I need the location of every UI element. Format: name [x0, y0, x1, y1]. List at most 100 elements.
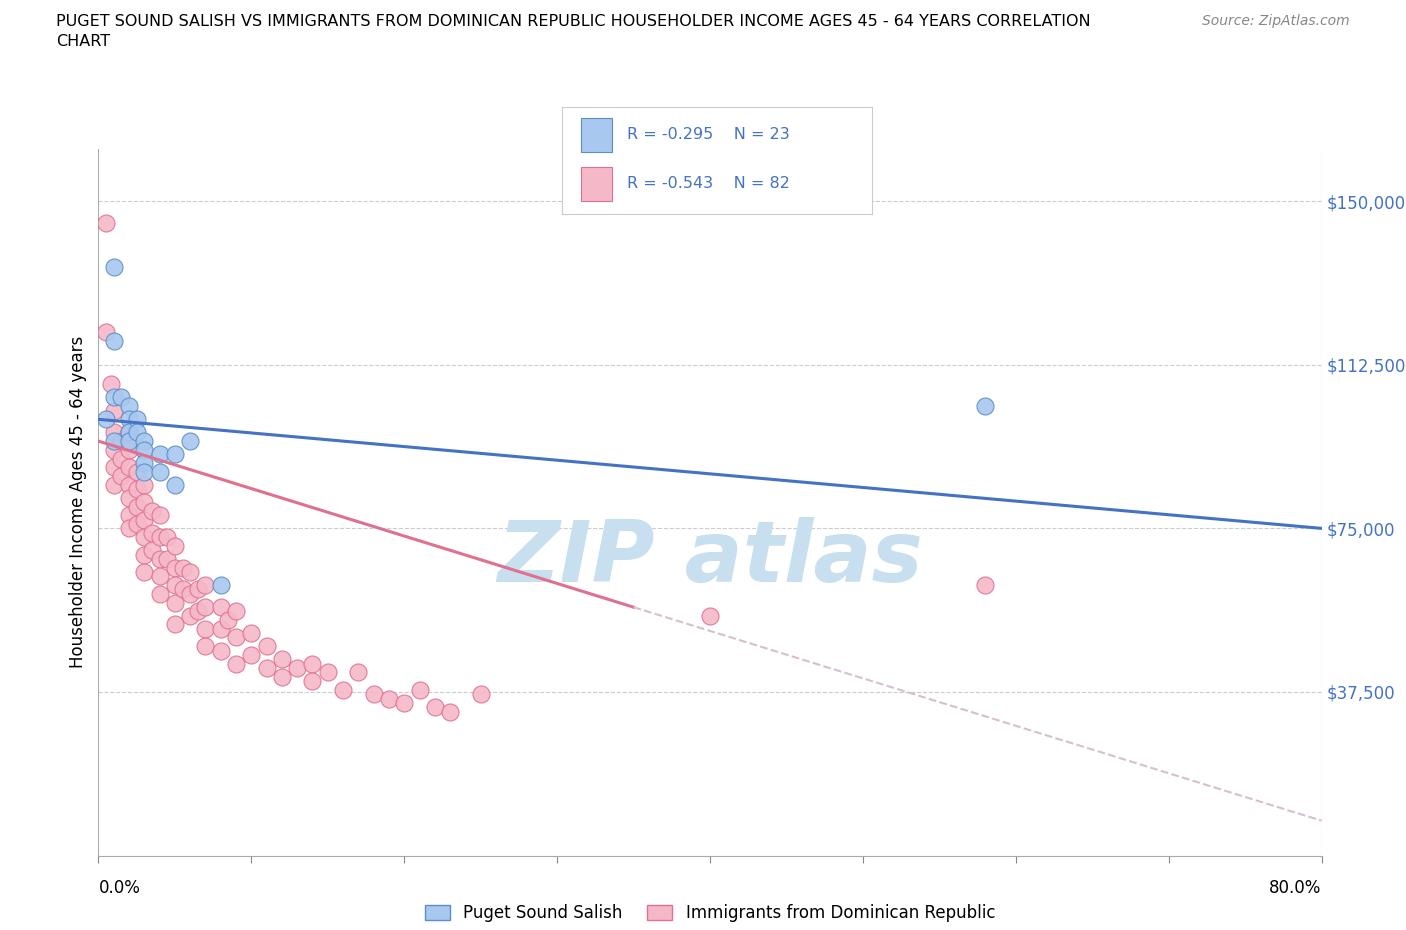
Point — [103, 403, 125, 418]
Point — [134, 495, 156, 510]
Point — [125, 516, 148, 531]
Point — [217, 613, 239, 628]
Point — [103, 390, 125, 405]
Point — [225, 630, 247, 644]
Point — [118, 425, 141, 440]
Point — [125, 425, 148, 440]
Point — [332, 683, 354, 698]
Point — [172, 560, 194, 575]
Point — [225, 604, 247, 618]
Point — [163, 446, 186, 461]
Text: R = -0.295    N = 23: R = -0.295 N = 23 — [627, 127, 790, 142]
Point — [103, 443, 125, 458]
Point — [240, 626, 263, 641]
Point — [134, 565, 156, 579]
Point — [118, 490, 141, 505]
Point — [149, 587, 172, 602]
Point — [194, 639, 217, 654]
Point — [163, 538, 186, 553]
Text: Source: ZipAtlas.com: Source: ZipAtlas.com — [1202, 14, 1350, 28]
Point — [179, 565, 201, 579]
Point — [103, 259, 125, 274]
Point — [149, 464, 172, 479]
Point — [110, 433, 132, 448]
Point — [240, 647, 263, 662]
Point — [974, 578, 997, 592]
Point — [285, 660, 308, 675]
Point — [141, 543, 163, 558]
Point — [209, 621, 232, 636]
Point — [134, 433, 156, 448]
Point — [118, 508, 141, 523]
Point — [194, 578, 217, 592]
Point — [179, 433, 201, 448]
Point — [194, 600, 217, 615]
Text: 0.0%: 0.0% — [98, 879, 141, 897]
Point — [103, 477, 125, 492]
Point — [149, 446, 172, 461]
Point — [974, 399, 997, 414]
Point — [118, 412, 141, 427]
Point — [347, 665, 370, 680]
Point — [141, 525, 163, 540]
Text: R = -0.543    N = 82: R = -0.543 N = 82 — [627, 177, 790, 192]
Point — [470, 686, 492, 701]
Point — [118, 425, 141, 440]
Point — [125, 412, 148, 427]
Point — [179, 587, 201, 602]
Text: 80.0%: 80.0% — [1270, 879, 1322, 897]
Point — [179, 608, 201, 623]
Point — [163, 578, 186, 592]
Point — [103, 333, 125, 348]
Point — [94, 325, 117, 339]
Point — [363, 686, 385, 701]
Point — [134, 456, 156, 471]
Point — [172, 582, 194, 597]
Point — [156, 530, 179, 545]
Point — [149, 551, 172, 566]
Point — [118, 521, 141, 536]
Point — [134, 443, 156, 458]
Point — [118, 477, 141, 492]
Point — [141, 503, 163, 518]
Point — [125, 482, 148, 497]
Point — [94, 216, 117, 231]
Point — [134, 512, 156, 527]
Point — [163, 477, 186, 492]
Y-axis label: Householder Income Ages 45 - 64 years: Householder Income Ages 45 - 64 years — [69, 336, 87, 669]
Text: PUGET SOUND SALISH VS IMMIGRANTS FROM DOMINICAN REPUBLIC HOUSEHOLDER INCOME AGES: PUGET SOUND SALISH VS IMMIGRANTS FROM DO… — [56, 14, 1091, 29]
Point — [270, 652, 292, 667]
Point — [194, 621, 217, 636]
Text: CHART: CHART — [56, 34, 110, 49]
Point — [301, 673, 323, 688]
Point — [270, 670, 292, 684]
Point — [423, 699, 446, 714]
Point — [187, 582, 209, 597]
Point — [209, 578, 232, 592]
Point — [316, 665, 339, 680]
Point — [439, 704, 461, 719]
Point — [378, 691, 401, 706]
Point — [392, 696, 416, 711]
Point — [110, 451, 132, 466]
Point — [134, 464, 156, 479]
Point — [209, 644, 232, 658]
Point — [125, 499, 148, 514]
Point — [149, 569, 172, 584]
Point — [118, 459, 141, 474]
Point — [134, 530, 156, 545]
Point — [225, 657, 247, 671]
Point — [118, 399, 141, 414]
Text: ZIP atlas: ZIP atlas — [498, 517, 922, 600]
Legend: Puget Sound Salish, Immigrants from Dominican Republic: Puget Sound Salish, Immigrants from Domi… — [418, 897, 1002, 928]
Point — [408, 683, 430, 698]
Point — [699, 608, 721, 623]
Point — [163, 560, 186, 575]
Point — [156, 551, 179, 566]
Point — [163, 617, 186, 631]
Point — [163, 595, 186, 610]
Point — [100, 377, 122, 392]
Point — [301, 657, 323, 671]
Point — [134, 547, 156, 562]
Point — [209, 600, 232, 615]
